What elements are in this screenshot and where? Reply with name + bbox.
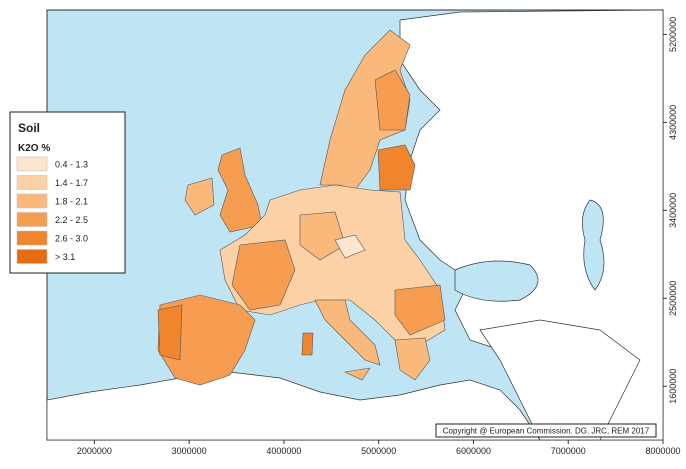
legend-label: 2.6 - 3.0 xyxy=(55,234,88,244)
legend-swatch xyxy=(16,156,48,172)
legend-swatch xyxy=(16,230,48,246)
eu-soil xyxy=(157,29,446,386)
copyright: Copyright @ European Commission. DG. JRC… xyxy=(443,427,650,436)
legend-label: 1.8 - 2.1 xyxy=(55,197,88,207)
legend-swatch xyxy=(16,193,48,209)
legend-swatch xyxy=(16,249,48,264)
legend-items: 0.4 - 1.3 1.4 - 1.7 1.8 - 2.1 2.2 - 2.5 2.6 … xyxy=(16,156,88,264)
legend-label: 2.2 - 2.5 xyxy=(55,215,88,225)
y-tick-label: 3400000 xyxy=(668,193,678,228)
legend-label: > 3.1 xyxy=(55,252,75,262)
x-tick-label: 8000000 xyxy=(645,446,680,456)
y-tick-label: 4300000 xyxy=(668,105,678,140)
x-tick-label: 3000000 xyxy=(172,446,207,456)
legend-subtitle: K2O % xyxy=(18,143,50,154)
copyright-box xyxy=(435,423,657,438)
x-tick-label: 2000000 xyxy=(77,446,112,456)
legend-title: Soil xyxy=(18,121,40,135)
y-tick-label: 1600000 xyxy=(668,369,678,404)
y-tick-label: 5200000 xyxy=(668,17,678,52)
x-tick-label: 7000000 xyxy=(551,446,586,456)
legend: Soil K2O % 0.4 - 1.3 1.4 - 1.7 1.8 - 2.1 2.… xyxy=(9,111,126,274)
legend-label: 1.4 - 1.7 xyxy=(55,178,88,188)
legend-box xyxy=(9,111,126,274)
y-tick-label: 2500000 xyxy=(668,281,678,316)
x-tick-label: 4000000 xyxy=(266,446,301,456)
land xyxy=(46,9,664,441)
legend-swatch xyxy=(16,175,48,190)
legend-label: 0.4 - 1.3 xyxy=(55,160,88,170)
x-tick-label: 6000000 xyxy=(456,446,491,456)
legend-swatch xyxy=(16,212,48,227)
axis-ticks: 2000000 3000000 4000000 5000000 6000000 70000… xyxy=(77,17,681,456)
x-tick-label: 5000000 xyxy=(361,446,396,456)
